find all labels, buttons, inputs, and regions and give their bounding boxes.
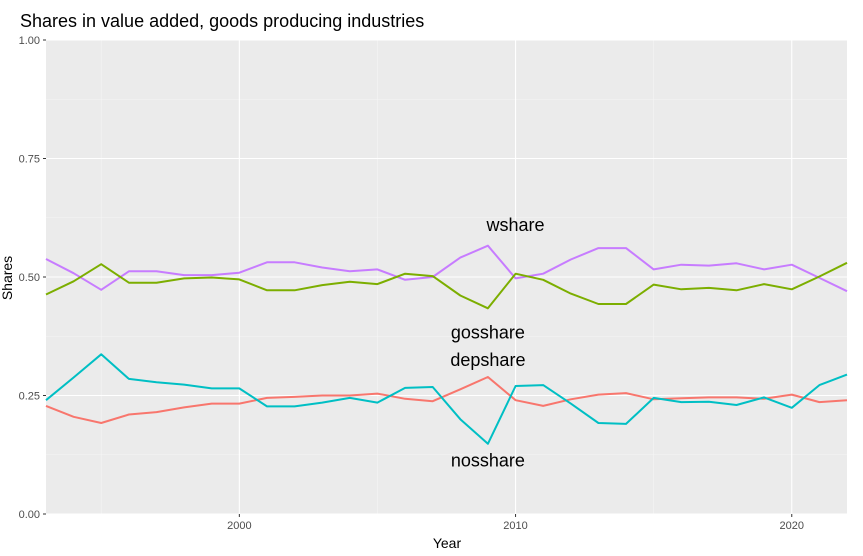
series-line-nosshare (45, 353, 848, 445)
chart-title: Shares in value added, goods producing i… (20, 11, 425, 31)
series-label-depshare: depshare (450, 350, 525, 370)
y-axis-label: Shares (0, 256, 15, 300)
gridlines (46, 39, 847, 515)
y-tick-label: 1.00 (19, 35, 40, 47)
series-label-wshare: wshare (486, 215, 545, 235)
series-line-depshare (45, 376, 848, 424)
series-label-gosshare: gosshare (451, 322, 525, 342)
series-line-gosshare (45, 261, 848, 310)
series-label-nosshare: nosshare (451, 450, 525, 470)
series-line-wshare (45, 244, 848, 293)
series-labels: wshare gosshare depshare nosshare (450, 215, 544, 471)
y-tick-label: 0.75 (19, 154, 40, 166)
y-tick-label: 0.50 (19, 272, 40, 284)
x-axis-ticks: 2000 2010 2020 (227, 514, 804, 532)
y-tick-label: 0.25 (19, 391, 40, 403)
x-tick-label: 2010 (503, 520, 527, 532)
y-axis-ticks: 0.00 0.25 0.50 0.75 1.00 (19, 35, 46, 521)
series-lines (45, 244, 848, 445)
x-axis-label: Year (433, 535, 462, 551)
y-tick-label: 0.00 (19, 509, 40, 521)
x-tick-label: 2000 (227, 520, 251, 532)
x-tick-label: 2020 (780, 520, 804, 532)
